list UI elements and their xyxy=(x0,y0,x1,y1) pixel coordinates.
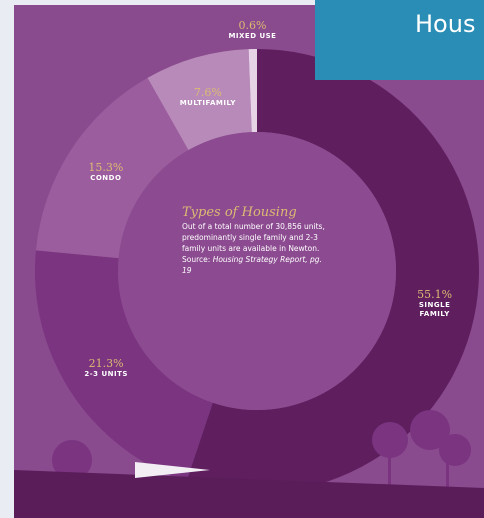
category-label: CONDO xyxy=(90,174,122,183)
value-label: 15.3% xyxy=(88,161,124,175)
category-label: SINGLE FAMILY xyxy=(418,301,451,319)
segment-label: 21.3% 2-3 UNITS xyxy=(74,357,138,379)
center-text: Types of Housing Out of a total number o… xyxy=(182,205,332,276)
donut-segment xyxy=(147,49,252,151)
segment-label: 7.6% MULTIFAMILY xyxy=(176,86,240,108)
segment-label: 15.3% CONDO xyxy=(74,161,138,183)
value-label: 0.6% xyxy=(238,19,267,33)
donut-center xyxy=(118,132,396,410)
value-label: 55.1% xyxy=(417,288,453,302)
value-label: 21.3% xyxy=(88,357,124,371)
category-label: MIXED USE xyxy=(228,32,277,41)
value-label: 7.6% xyxy=(193,85,222,99)
segment-label: 55.1% SINGLE FAMILY xyxy=(403,288,467,319)
donut-segment xyxy=(248,49,257,133)
category-label: 2-3 UNITS xyxy=(84,370,128,379)
donut xyxy=(34,49,480,493)
donut-segment xyxy=(186,49,480,493)
category-label: MULTIFAMILY xyxy=(179,98,236,107)
chart-title: Types of Housing xyxy=(182,205,297,220)
donut-segment xyxy=(34,250,213,482)
source: Housing Strategy Report, pg. 19 xyxy=(182,255,322,275)
donut-segment xyxy=(35,77,189,259)
ground xyxy=(14,470,484,518)
banner: Hous xyxy=(315,0,484,80)
segment-label: 0.6% MIXED USE xyxy=(220,19,284,41)
road xyxy=(135,462,210,478)
trees xyxy=(52,410,471,495)
description: Out of a total number of 30,856 units, p… xyxy=(182,222,325,264)
